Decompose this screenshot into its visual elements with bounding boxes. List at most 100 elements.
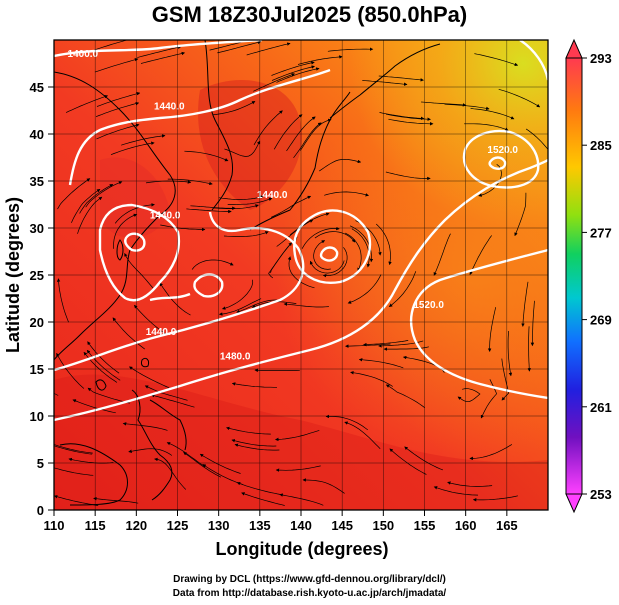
streamline bbox=[385, 384, 426, 408]
streamline bbox=[293, 122, 322, 159]
streamline bbox=[217, 40, 262, 54]
y-tick-label: 15 bbox=[30, 362, 44, 377]
streamline bbox=[54, 467, 94, 476]
streamline bbox=[186, 208, 232, 214]
colorbar-label: 253 bbox=[590, 487, 612, 502]
streamline bbox=[507, 330, 513, 377]
streamline bbox=[324, 191, 369, 197]
streamline bbox=[234, 443, 280, 451]
streamline bbox=[314, 231, 356, 243]
streamline bbox=[212, 101, 256, 116]
streamline bbox=[221, 279, 254, 310]
streamline bbox=[122, 422, 168, 431]
streamline bbox=[85, 181, 123, 208]
streamline bbox=[388, 271, 417, 307]
contour-label: 1400.0 bbox=[68, 49, 99, 60]
streamline bbox=[404, 446, 444, 471]
streamline bbox=[231, 382, 277, 388]
streamline bbox=[362, 80, 408, 86]
streamline bbox=[286, 116, 316, 152]
streamline bbox=[114, 203, 155, 224]
streamline bbox=[54, 445, 93, 455]
contour-label: 1520.0 bbox=[413, 300, 444, 311]
streamline bbox=[309, 260, 345, 274]
y-tick-label: 5 bbox=[37, 456, 44, 471]
colorbar-label: 269 bbox=[590, 313, 612, 328]
latitude-axis: 0 5 10 15 20 25 30 35 40 45 bbox=[30, 80, 54, 518]
streamline bbox=[71, 188, 101, 223]
streamline bbox=[379, 112, 425, 121]
x-tick-label: 150 bbox=[372, 518, 394, 533]
streamline bbox=[72, 399, 116, 414]
streamline bbox=[421, 101, 467, 107]
streamline bbox=[159, 282, 191, 316]
streamline bbox=[498, 88, 541, 108]
y-tick-label: 10 bbox=[30, 409, 44, 424]
streamline bbox=[327, 47, 374, 52]
lat-lon-grid bbox=[54, 40, 548, 510]
streamline bbox=[388, 118, 434, 126]
streamline bbox=[226, 426, 271, 435]
streamline bbox=[275, 465, 321, 472]
x-tick-label: 160 bbox=[455, 518, 477, 533]
streamline bbox=[297, 55, 343, 65]
colorbar-gradient bbox=[565, 57, 583, 495]
streamline bbox=[302, 478, 345, 494]
colorbar-top-arrow bbox=[565, 38, 583, 59]
streamline bbox=[121, 134, 166, 146]
contour-labels: 1400.0 1440.0 1440.0 1440.0 1440.0 1480.0 1520… bbox=[68, 49, 519, 363]
streamline bbox=[447, 481, 493, 487]
streamline bbox=[275, 430, 320, 442]
y-tick-label: 40 bbox=[30, 127, 44, 142]
streamline bbox=[218, 195, 264, 200]
streamline bbox=[345, 232, 362, 272]
streamline bbox=[191, 259, 234, 270]
streamline bbox=[351, 228, 371, 268]
streamline bbox=[273, 114, 303, 150]
contour-label: 1520.0 bbox=[487, 145, 518, 156]
y-tick-label: 25 bbox=[30, 268, 44, 283]
streamline bbox=[144, 385, 188, 401]
longitude-axis: 110 115 120 125 130 135 140 145 150 155 160 165 bbox=[44, 510, 518, 533]
streamline bbox=[184, 150, 229, 162]
streamline bbox=[276, 67, 320, 83]
streamline bbox=[94, 58, 139, 73]
streamline bbox=[349, 225, 374, 263]
streamline bbox=[385, 171, 431, 181]
streamline bbox=[56, 352, 85, 389]
streamline bbox=[202, 464, 244, 485]
credit-drawing: Drawing by DCL (https://www.gfd-dennou.o… bbox=[173, 574, 446, 585]
streamline bbox=[112, 317, 146, 350]
streamline bbox=[325, 414, 369, 431]
x-tick-label: 125 bbox=[167, 518, 189, 533]
wind-streamlines bbox=[54, 40, 548, 506]
colorbar-label: 293 bbox=[590, 51, 612, 66]
contour-label: 1440.0 bbox=[150, 211, 181, 222]
credit-data: Data from http://database.rish.kyoto-u.a… bbox=[172, 588, 447, 599]
streamline bbox=[478, 164, 502, 197]
x-tick-label: 135 bbox=[249, 518, 271, 533]
streamline bbox=[378, 75, 424, 82]
streamline bbox=[223, 231, 269, 237]
streamline bbox=[160, 224, 206, 232]
streamline bbox=[347, 274, 382, 304]
x-tick-label: 110 bbox=[44, 518, 65, 533]
streamline bbox=[289, 212, 330, 236]
streamline bbox=[56, 278, 69, 323]
x-tick-label: 130 bbox=[208, 518, 230, 533]
y-tick-label: 30 bbox=[30, 221, 44, 236]
streamline bbox=[521, 281, 529, 327]
colorbar-label: 261 bbox=[590, 400, 612, 415]
streamline bbox=[54, 444, 93, 454]
x-tick-label: 145 bbox=[331, 518, 353, 533]
streamline bbox=[319, 158, 362, 172]
x-tick-label: 115 bbox=[85, 518, 106, 533]
contour-label: 1480.0 bbox=[220, 352, 251, 363]
streamline bbox=[313, 240, 331, 270]
streamline bbox=[95, 101, 140, 118]
streamline bbox=[322, 247, 348, 278]
streamline bbox=[345, 343, 391, 348]
x-axis-title: Longitude (degrees) bbox=[215, 539, 388, 559]
streamline bbox=[96, 123, 140, 140]
